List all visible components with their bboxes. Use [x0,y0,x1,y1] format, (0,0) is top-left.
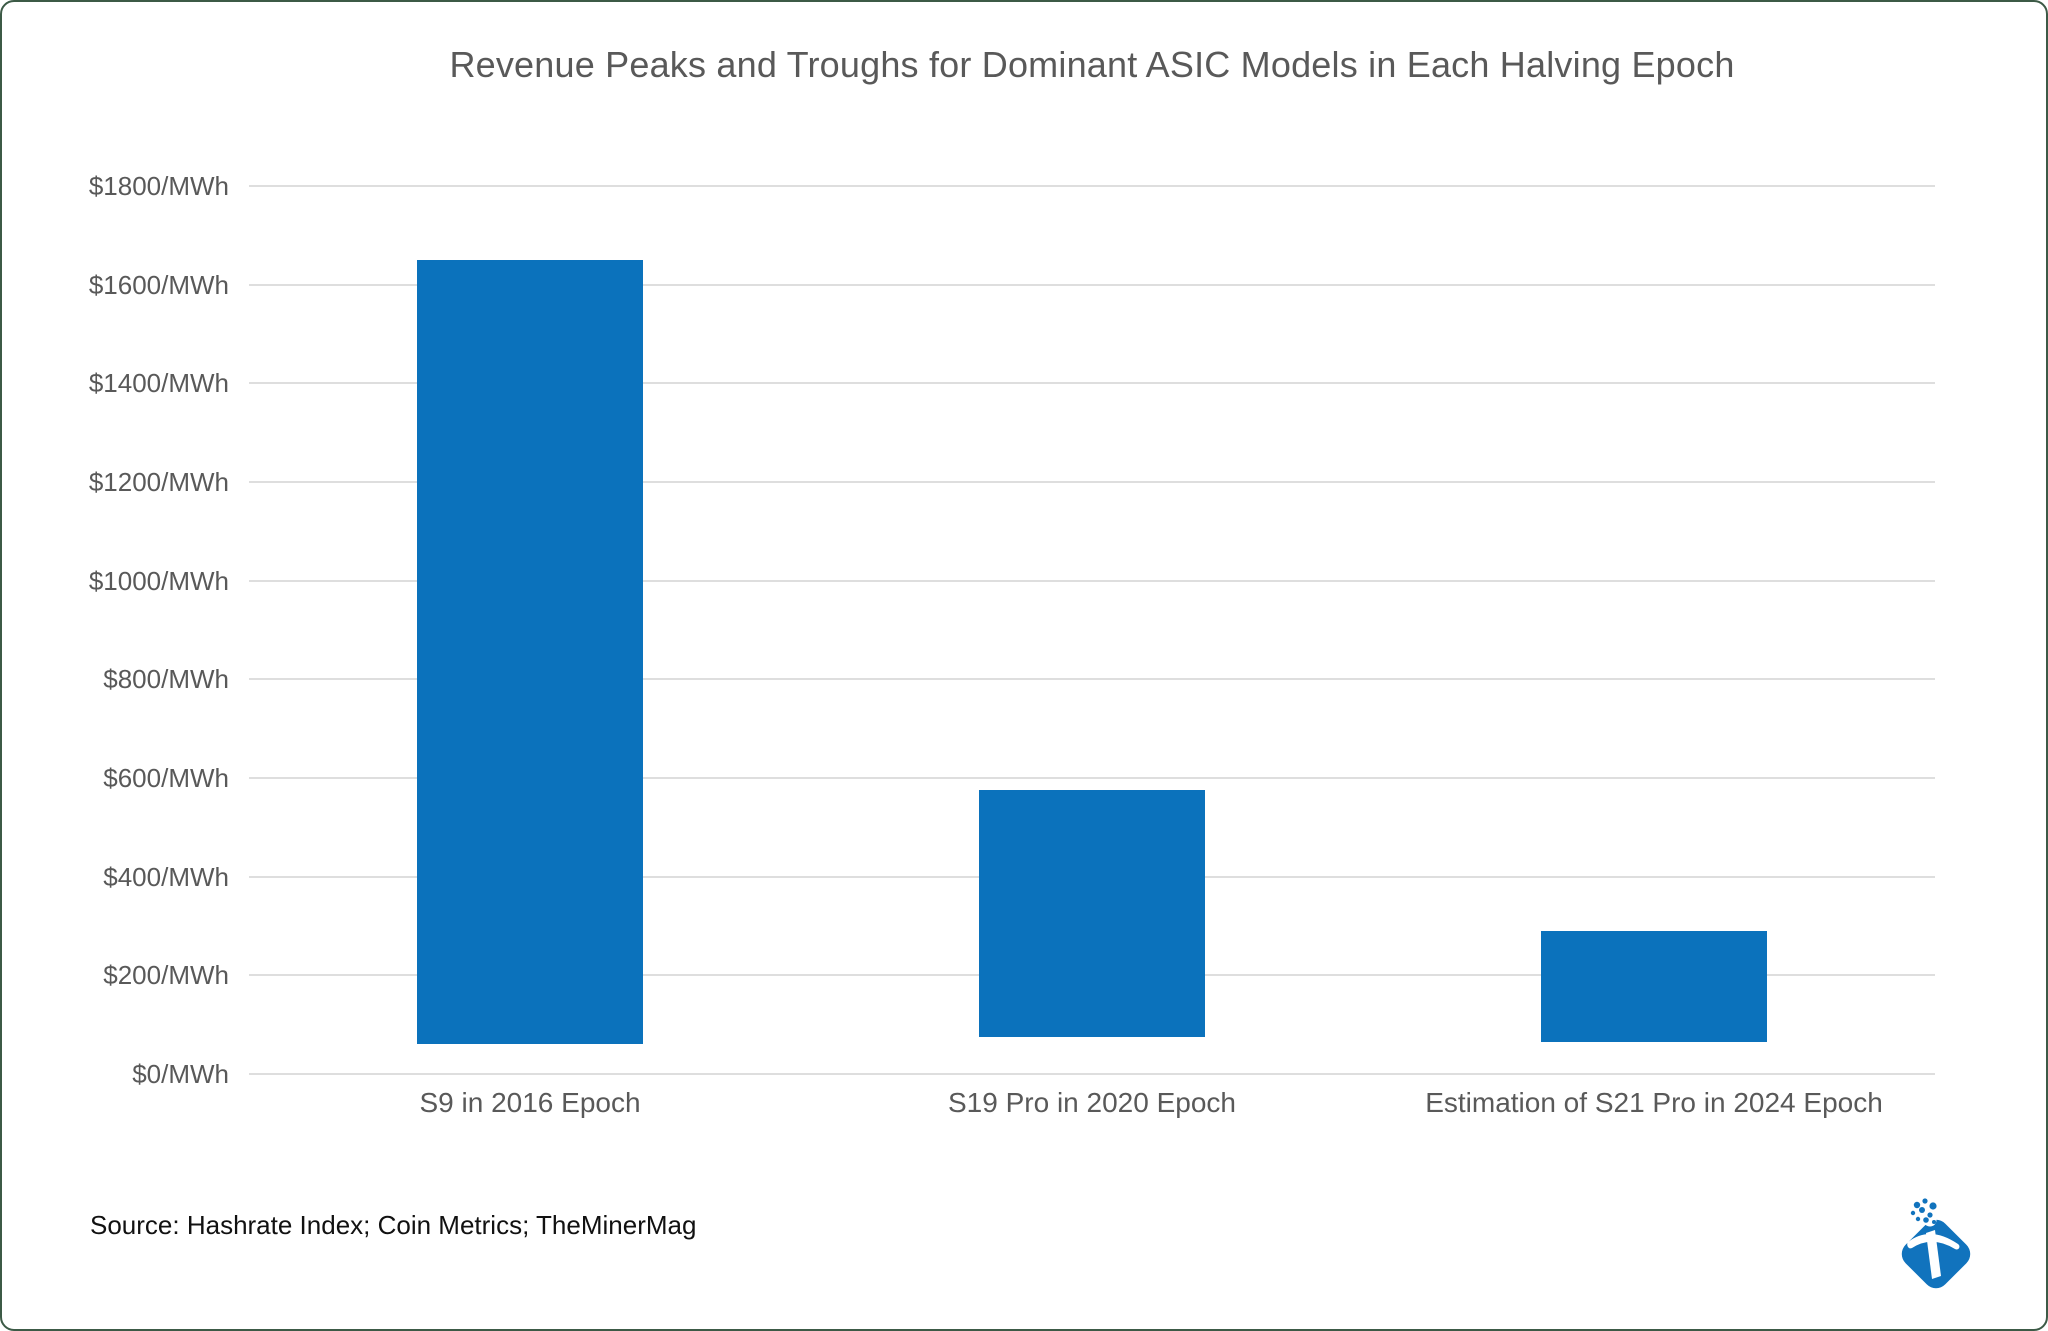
x-axis-category-label: S19 Pro in 2020 Epoch [948,1087,1236,1118]
y-axis-tick-label: $1400/MWh [88,368,229,399]
gridline [249,382,1935,385]
plot-area [249,185,1935,1075]
revenue-range-bar [979,790,1205,1037]
y-axis-tick-label: $1800/MWh [88,171,229,201]
logo-pickaxe-icon [1907,1230,1960,1279]
y-axis-tick-label: $1200/MWh [88,467,229,497]
chart-title: Revenue Peaks and Troughs for Dominant A… [449,44,1735,85]
gridline [249,579,1935,582]
gridline [249,777,1935,779]
y-axis-tick-label: $1600/MWh [88,269,229,300]
logo-sparkle-dots [1910,1198,1941,1227]
revenue-range-bar [417,260,643,1045]
y-axis-tick-label: $1000/MWh [88,565,229,596]
gridline [249,678,1935,681]
y-axis-tick-label: $400/MWh [103,861,229,892]
gridline [249,481,1935,483]
revenue-range-bar [1541,930,1767,1042]
gridline [249,283,1935,286]
y-axis-tick-label: $600/MWh [103,763,229,793]
y-axis-tick-label: $0/MWh [132,1059,229,1089]
source-note: Source: Hashrate Index; Coin Metrics; Th… [90,1210,697,1240]
y-axis-tick-label: $800/MWh [103,664,229,695]
x-axis-category-label: Estimation of S21 Pro in 2024 Epoch [1425,1087,1883,1118]
theminermag-logo [1901,1198,1971,1289]
gridline [249,1073,1935,1075]
y-axis-tick-label: $200/MWh [103,960,229,991]
x-axis-category-label: S9 in 2016 Epoch [419,1087,641,1118]
gridline [249,185,1935,187]
